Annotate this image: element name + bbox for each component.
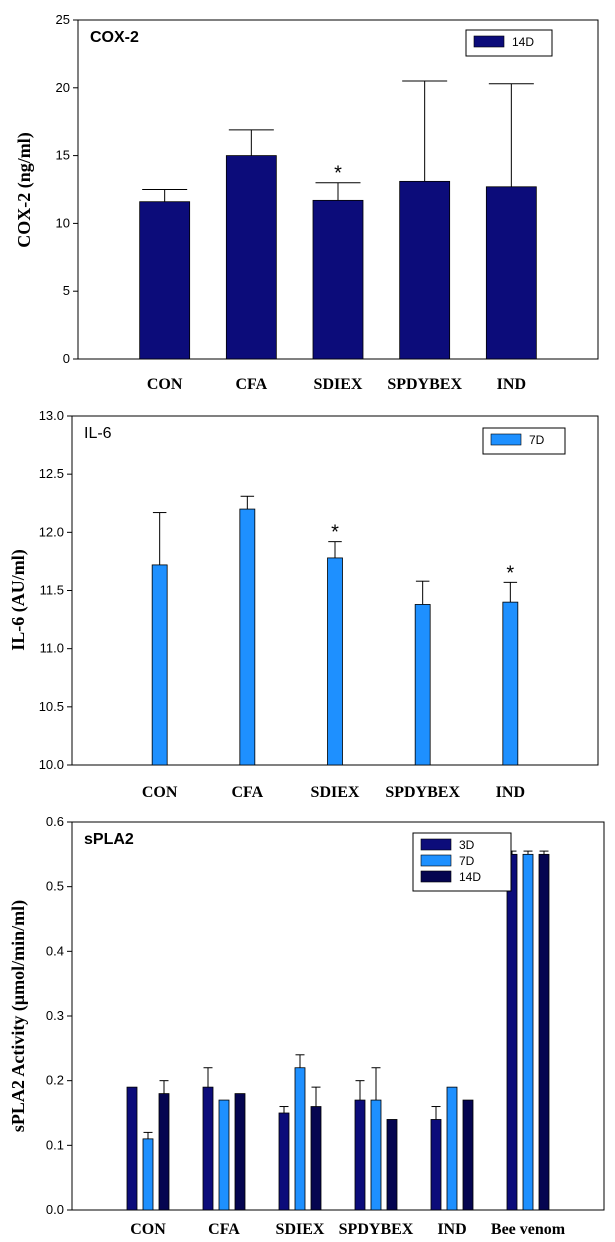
cox2-chart: 0 5 10 15 20 25 CON CFA SDIEX SPDYBEX IND * COX-2 14D… xyxy=(14,12,599,393)
x-category-label: CFA xyxy=(208,1221,240,1238)
bar-sdiex-14d xyxy=(312,199,364,360)
y-tick-label: 15 xyxy=(56,148,70,163)
x-category-label: SDIEX xyxy=(314,376,363,393)
bar-sdiex-14d xyxy=(310,1106,322,1211)
il6-plot-area: 10.0 10.5 11.0 11.5 12.0 12.5 13.0 CON CFA SDIEX S… xyxy=(39,408,599,801)
bar-cfa-14d xyxy=(234,1093,246,1211)
legend: 3D 7D 14D xyxy=(412,832,512,892)
y-tick-label: 11.5 xyxy=(40,583,64,598)
y-tick-label: 5 xyxy=(63,283,70,298)
y-tick-label: 10 xyxy=(56,215,70,230)
y-tick-label: 12.0 xyxy=(39,524,64,539)
chart-title: COX-2 xyxy=(90,29,139,46)
bar-sdiex-3d xyxy=(278,1112,290,1211)
y-tick-label: 0.4 xyxy=(46,943,64,958)
y-tick-label: 12.5 xyxy=(39,466,64,481)
x-category-label: IND xyxy=(496,784,525,801)
y-tick-label: 11.0 xyxy=(40,641,64,656)
bar-con-7d xyxy=(142,1138,154,1211)
bar-con-3d xyxy=(126,1086,138,1211)
il6-chart: 10.0 10.5 11.0 11.5 12.0 12.5 13.0 CON CFA SDIEX S… xyxy=(8,408,599,801)
y-tick-label: 25 xyxy=(56,12,70,27)
y-tick-label: 0.1 xyxy=(46,1137,64,1152)
bar-bee-venom-14d xyxy=(538,853,550,1211)
legend-label: 3D xyxy=(459,838,475,852)
spla2-chart: 0.0 0.1 0.2 0.3 0.4 0.5 0.6 CON CFA SDIEX SPDYBEX I… xyxy=(8,814,605,1238)
bar-spdybex-7d xyxy=(370,1099,382,1211)
bar-spdybex-14d xyxy=(386,1119,398,1211)
legend-label: 14D xyxy=(512,35,534,49)
legend: 7D xyxy=(482,427,566,455)
chart-title: IL-6 xyxy=(84,425,112,442)
x-category-label: SPDYBEX xyxy=(339,1221,414,1238)
x-category-label: SDIEX xyxy=(276,1221,325,1238)
y-tick-label: 0.0 xyxy=(46,1202,64,1217)
x-category-label: IND xyxy=(437,1221,466,1238)
y-tick-label: 20 xyxy=(56,80,70,95)
legend-swatch xyxy=(420,870,452,883)
bar-con-14d xyxy=(139,201,191,360)
y-tick-label: 10.5 xyxy=(39,699,64,714)
legend-swatch xyxy=(420,838,452,851)
bar-con-14d xyxy=(158,1093,170,1211)
legend-label: 7D xyxy=(529,433,545,447)
bar-sdiex-7d xyxy=(294,1067,306,1211)
bar-ind-3d xyxy=(430,1119,442,1211)
y-tick-label: 0 xyxy=(63,351,70,366)
bar-cfa-14d xyxy=(225,155,277,360)
bar-cfa-7d xyxy=(218,1099,230,1211)
bar-cfa-3d xyxy=(202,1086,214,1211)
bar-ind-7d xyxy=(446,1086,458,1211)
legend-label: 14D xyxy=(459,870,481,884)
bar-ind-7d xyxy=(502,601,519,766)
legend: 14D xyxy=(465,29,553,57)
x-category-label: IND xyxy=(497,376,526,393)
y-tick-label: 0.3 xyxy=(46,1008,64,1023)
bar-sdiex-7d xyxy=(327,557,343,766)
x-category-label: CON xyxy=(142,784,178,801)
bar-bee-venom-3d xyxy=(506,853,518,1211)
bar-bee-venom-7d xyxy=(522,853,534,1211)
bar-cfa-7d xyxy=(239,508,256,766)
cox2-plot-area: 0 5 10 15 20 25 CON CFA SDIEX SPDYBEX IND * COX-2 14D xyxy=(56,12,599,393)
y-tick-label: 0.6 xyxy=(46,814,64,829)
x-category-label: Bee venom xyxy=(491,1221,566,1238)
legend-swatch xyxy=(420,854,452,867)
significance-marker: * xyxy=(331,522,339,544)
y-tick-label: 0.5 xyxy=(46,879,64,894)
x-category-label: CFA xyxy=(235,376,267,393)
x-category-label: CON xyxy=(130,1221,166,1238)
x-category-label: SPDYBEX xyxy=(387,376,462,393)
bar-con-7d xyxy=(151,564,168,766)
chart-title: sPLA2 xyxy=(84,831,134,848)
bar-spdybex-3d xyxy=(354,1099,366,1211)
y-tick-label: 0.2 xyxy=(46,1073,64,1088)
y-tick-label: 10.0 xyxy=(39,757,64,772)
spla2-y-axis-label: sPLA2 Activity (μmol/min/ml) xyxy=(8,900,29,1132)
x-category-label: CFA xyxy=(231,784,263,801)
legend-label: 7D xyxy=(459,854,475,868)
legend-swatch xyxy=(473,35,505,48)
bar-spdybex-14d xyxy=(399,180,451,360)
bar-ind-14d xyxy=(462,1099,474,1211)
spla2-plot-area: 0.0 0.1 0.2 0.3 0.4 0.5 0.6 CON CFA SDIEX SPDYBEX I… xyxy=(46,814,605,1238)
x-category-label: SDIEX xyxy=(311,784,360,801)
x-category-label: CON xyxy=(147,376,183,393)
cox2-y-axis-label: COX-2 (ng/ml) xyxy=(14,132,35,248)
bar-spdybex-7d xyxy=(414,604,431,766)
bar-ind-14d xyxy=(485,186,537,360)
y-tick-label: 13.0 xyxy=(39,408,64,423)
significance-marker: * xyxy=(334,163,342,185)
x-category-label: SPDYBEX xyxy=(385,784,460,801)
significance-marker: * xyxy=(506,562,514,584)
legend-swatch xyxy=(490,433,522,446)
il6-y-axis-label: IL-6 (AU/ml) xyxy=(8,549,29,651)
